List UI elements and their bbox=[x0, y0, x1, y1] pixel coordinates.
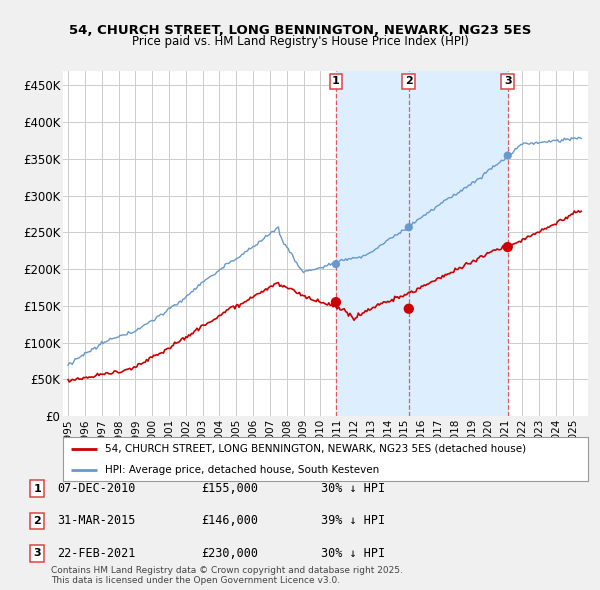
Point bbox=[331, 260, 341, 269]
Text: £230,000: £230,000 bbox=[201, 547, 258, 560]
Text: 31-MAR-2015: 31-MAR-2015 bbox=[57, 514, 136, 527]
Point bbox=[404, 222, 413, 232]
Text: £155,000: £155,000 bbox=[201, 482, 258, 495]
Text: 54, CHURCH STREET, LONG BENNINGTON, NEWARK, NG23 5ES: 54, CHURCH STREET, LONG BENNINGTON, NEWA… bbox=[69, 24, 531, 37]
Text: HPI: Average price, detached house, South Kesteven: HPI: Average price, detached house, Sout… bbox=[105, 465, 379, 475]
Text: 39% ↓ HPI: 39% ↓ HPI bbox=[321, 514, 385, 527]
Text: 30% ↓ HPI: 30% ↓ HPI bbox=[321, 482, 385, 495]
Text: 22-FEB-2021: 22-FEB-2021 bbox=[57, 547, 136, 560]
Text: Price paid vs. HM Land Registry's House Price Index (HPI): Price paid vs. HM Land Registry's House … bbox=[131, 35, 469, 48]
Text: £146,000: £146,000 bbox=[201, 514, 258, 527]
Text: 1: 1 bbox=[332, 76, 340, 86]
Point bbox=[503, 151, 512, 160]
Text: 2: 2 bbox=[34, 516, 41, 526]
Point bbox=[331, 297, 341, 307]
Point bbox=[503, 242, 512, 252]
Text: Contains HM Land Registry data © Crown copyright and database right 2025.
This d: Contains HM Land Registry data © Crown c… bbox=[51, 566, 403, 585]
Text: 3: 3 bbox=[504, 76, 512, 86]
Text: 30% ↓ HPI: 30% ↓ HPI bbox=[321, 547, 385, 560]
Text: 1: 1 bbox=[34, 484, 41, 493]
Bar bbox=[336, 71, 508, 416]
Text: 2: 2 bbox=[405, 76, 413, 86]
Text: 3: 3 bbox=[34, 549, 41, 558]
Text: 54, CHURCH STREET, LONG BENNINGTON, NEWARK, NG23 5ES (detached house): 54, CHURCH STREET, LONG BENNINGTON, NEWA… bbox=[105, 444, 526, 454]
Text: 07-DEC-2010: 07-DEC-2010 bbox=[57, 482, 136, 495]
Point bbox=[404, 304, 413, 313]
